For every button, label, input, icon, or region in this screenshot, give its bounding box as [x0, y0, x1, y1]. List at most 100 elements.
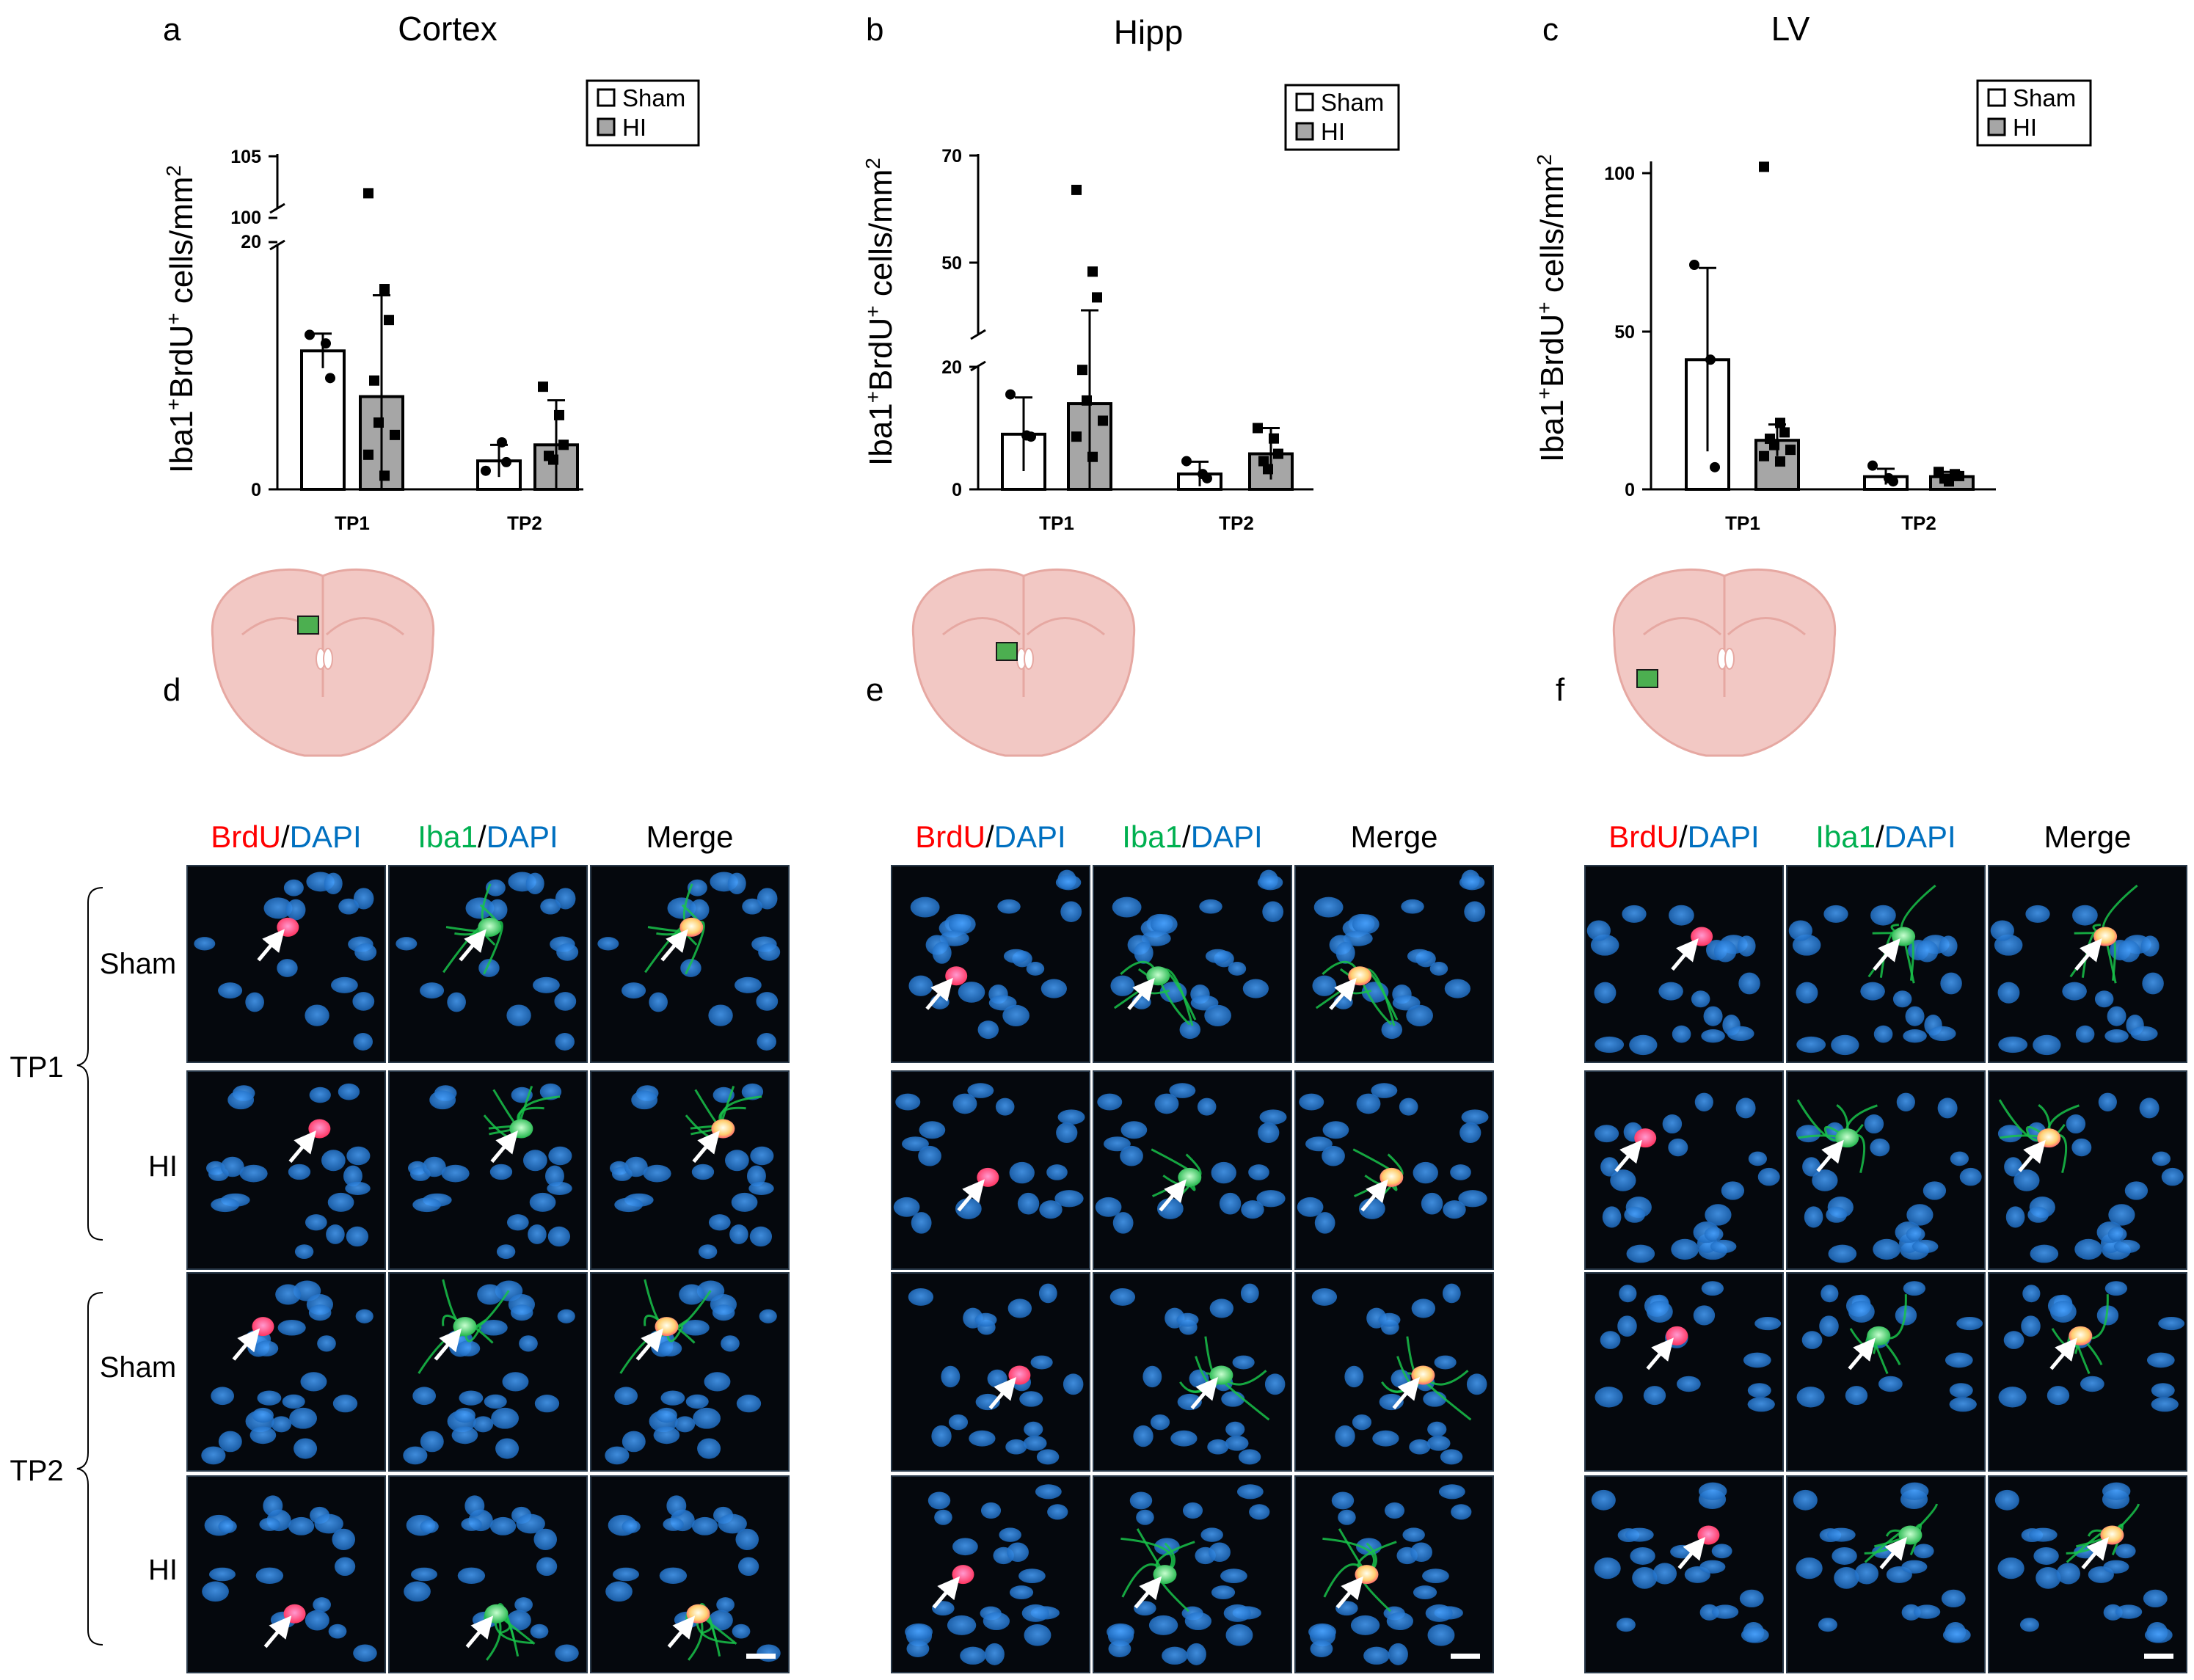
dapi-nucleus: [908, 1288, 934, 1306]
dapi-nucleus: [691, 1164, 715, 1180]
dapi-nucleus: [725, 1150, 749, 1172]
dapi-nucleus: [1413, 1585, 1437, 1600]
micrograph-panel-e: BrdU/DAPI Iba1/DAPI Merge: [891, 568, 1494, 1673]
data-point: [363, 188, 373, 199]
dapi-nucleus: [489, 1164, 513, 1180]
dapi-nucleus: [1939, 935, 1958, 957]
dapi-nucleus: [294, 1244, 314, 1260]
dapi-nucleus: [667, 897, 696, 919]
arrow-indicator: [1873, 938, 1900, 971]
dapi-nucleus: [1626, 1244, 1655, 1263]
dapi-nucleus: [429, 1090, 456, 1110]
column-header-merge: Merge: [1350, 819, 1437, 854]
brdu-cell: [277, 917, 299, 937]
x-category-label: TP2: [1901, 512, 1936, 534]
dapi-nucleus: [328, 1624, 347, 1639]
dapi-nucleus: [1209, 1542, 1231, 1562]
data-point: [379, 284, 390, 295]
dapi-nucleus: [1643, 1386, 1666, 1406]
dapi-nucleus: [2108, 1204, 2135, 1226]
dapi-nucleus: [1662, 1114, 1683, 1134]
header-slash: /: [281, 819, 290, 854]
arrow-indicator: [2074, 938, 2102, 971]
column-header-brdu-dapi: BrdU/DAPI: [915, 819, 1065, 854]
dapi-nucleus: [742, 898, 763, 915]
micrograph-tile: [388, 865, 588, 1063]
dapi-nucleus: [1900, 1482, 1929, 1500]
chart-title: LV: [1771, 10, 1810, 48]
micrograph-tile: [1294, 1070, 1494, 1270]
column-header-brdu-dapi: BrdU/DAPI: [1608, 819, 1759, 854]
micrograph-tile: [1093, 1475, 1292, 1673]
dapi-nucleus: [529, 1192, 556, 1212]
dapi-nucleus: [1384, 1502, 1405, 1519]
dapi-nucleus: [1923, 1181, 1947, 1200]
dapi-nucleus: [1818, 1618, 1837, 1632]
dapi-nucleus: [353, 1032, 373, 1051]
dapi-nucleus: [1236, 1484, 1264, 1500]
dapi-nucleus: [918, 1145, 941, 1166]
micrograph-tile: [1294, 1475, 1494, 1673]
dapi-nucleus: [1007, 1542, 1029, 1562]
data-point: [1026, 431, 1036, 442]
legend-swatch-hi: [597, 117, 616, 136]
dapi-nucleus: [1754, 1316, 1782, 1331]
legend-label-sham: Sham: [2013, 84, 2076, 112]
dapi-nucleus: [1046, 1164, 1068, 1180]
dapi-nucleus: [910, 896, 940, 918]
dapi-nucleus: [1219, 1192, 1242, 1215]
dapi-nucleus: [1112, 1212, 1134, 1234]
dapi-nucleus: [1148, 1615, 1178, 1635]
dapi-nucleus: [556, 943, 579, 961]
micrograph-tile: [1988, 1070, 2187, 1270]
dapi-nucleus: [1381, 1020, 1403, 1040]
dapi-nucleus: [1054, 1190, 1084, 1208]
dapi-nucleus: [1870, 905, 1896, 926]
data-point: [1775, 417, 1785, 428]
arrow-indicator: [1646, 1337, 1674, 1370]
dapi-nucleus: [746, 1165, 766, 1187]
iba1-cell: [711, 1119, 735, 1139]
dapi-nucleus: [1711, 1544, 1732, 1559]
dapi-nucleus: [2066, 1114, 2086, 1134]
dapi-nucleus: [2117, 940, 2140, 963]
dapi-nucleus: [1713, 940, 1737, 963]
arrow-indicator: [957, 1179, 985, 1212]
dapi-nucleus: [1595, 1387, 1623, 1408]
dapi-nucleus: [1036, 1449, 1060, 1465]
dapi-nucleus: [1026, 962, 1045, 976]
iba1-cell: [2100, 1525, 2124, 1545]
dapi-nucleus: [1241, 1200, 1264, 1219]
data-point: [1098, 415, 1108, 426]
dapi-nucleus: [1372, 1430, 1399, 1447]
dapi-nucleus: [919, 1121, 946, 1139]
roi-marker: [297, 616, 319, 635]
y-axis-label: Iba1+BrdU+ cells/mm2: [162, 165, 200, 473]
dapi-nucleus: [1440, 1449, 1463, 1465]
micrograph-tile: [1584, 1070, 1784, 1270]
y-axis-label: Iba1+BrdU+ cells/mm2: [1533, 154, 1570, 462]
dapi-nucleus: [1834, 1567, 1859, 1589]
dapi-nucleus: [502, 1372, 529, 1392]
dapi-nucleus: [1705, 1204, 1732, 1226]
dapi-nucleus: [1671, 1238, 1699, 1260]
arrow-indicator: [667, 1615, 696, 1648]
dapi-nucleus: [1796, 982, 1818, 1004]
data-point: [538, 381, 548, 392]
micrograph-tile: [1786, 865, 1986, 1063]
data-point: [558, 439, 569, 450]
dapi-nucleus: [750, 1146, 774, 1166]
dapi-nucleus: [285, 899, 306, 921]
dapi-nucleus: [510, 1304, 533, 1321]
legend-swatch-sham: [1295, 92, 1314, 112]
dapi-nucleus: [1823, 905, 1848, 923]
dapi-nucleus: [282, 1394, 305, 1409]
dapi-nucleus: [1896, 1092, 1915, 1112]
iba1-cell: [2037, 1128, 2061, 1148]
dapi-nucleus: [1652, 1563, 1677, 1585]
arrow-indicator: [263, 1615, 292, 1648]
dapi-nucleus: [1399, 1098, 1418, 1116]
dapi-nucleus: [451, 1426, 478, 1445]
dapi-nucleus: [697, 1438, 721, 1459]
dapi-nucleus: [731, 1192, 758, 1212]
